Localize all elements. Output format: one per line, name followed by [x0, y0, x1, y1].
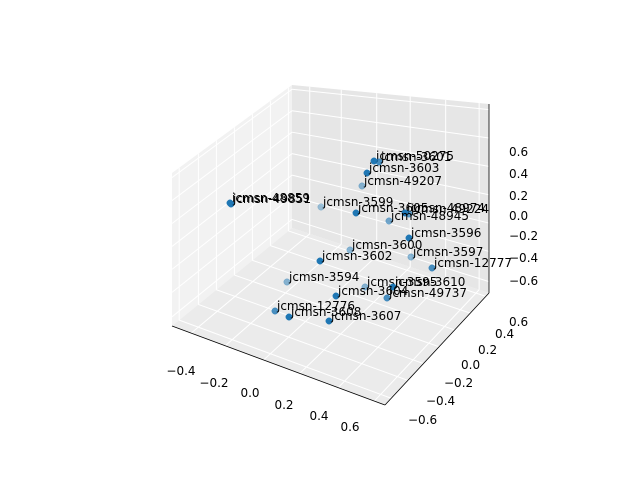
data-points: jcmsn-50275jcmsn-3601jcmsn-3603jcmsn-492… [226, 149, 512, 325]
point-label: jcmsn-3610 [394, 275, 465, 289]
grid-y-floor-1 [198, 303, 409, 381]
data-point [385, 217, 393, 225]
x-tick-label-1: −0.2 [199, 376, 228, 390]
point-label: jcmsn-3607 [330, 309, 401, 323]
data-point [352, 209, 360, 217]
data-point [346, 246, 354, 254]
y-tick-label-3: 0.0 [461, 358, 480, 372]
z-tick-label-0: −0.6 [509, 274, 538, 288]
x-axis-line [171, 325, 386, 406]
x-tick-label-4: 0.4 [309, 409, 328, 423]
y-tick-label-6: 0.6 [509, 315, 528, 329]
data-point [227, 200, 235, 208]
grid-z-right-2 [291, 174, 490, 224]
point-label: jcmsn-3604 [337, 284, 408, 298]
grid-z-left-2 [171, 174, 293, 270]
grid-x-floor-5 [373, 289, 480, 402]
z-tick-label-2: −0.2 [509, 229, 538, 243]
point-label: jcmsn-3608 [290, 305, 361, 319]
grid-y-floor-0 [179, 319, 392, 399]
point-label: jcmsn-3594 [288, 270, 359, 284]
point-label: jcmsn-49737 [388, 286, 467, 300]
y-axis-line [384, 292, 490, 406]
data-point [363, 169, 371, 177]
axes-ticks: −0.4−0.20.00.20.40.6 −0.6−0.4−0.20.00.20.… [166, 145, 538, 434]
point-label: jcmsn-49224 [410, 202, 489, 216]
y-tick-label-0: −0.6 [408, 413, 437, 427]
grid-y-floor-5 [270, 245, 471, 314]
data-point [405, 210, 413, 218]
x-tick-label-2: 0.0 [240, 386, 259, 400]
data-point [407, 253, 415, 261]
x-tick-label-0: −0.4 [166, 364, 195, 378]
grid-z-right-4 [291, 131, 490, 167]
z-tick-label-1: −0.4 [509, 251, 538, 265]
data-point [317, 203, 325, 211]
grid-x-floor-4 [337, 278, 447, 388]
point-label: jcmsn-3600 [351, 238, 422, 252]
grid-z-left-3 [171, 153, 293, 247]
point-label: jcmsn-3595 [366, 275, 437, 289]
grid-y-floor-2 [216, 289, 424, 365]
z-tick-label-5: 0.4 [509, 167, 528, 181]
z-tick-label-3: 0.0 [509, 209, 528, 223]
grid-y-floor-4 [252, 259, 455, 331]
data-point [283, 278, 291, 286]
grid-z-right-5 [291, 110, 490, 139]
x-tick-label-3: 0.2 [274, 398, 293, 412]
grid-z-left-1 [171, 196, 293, 293]
point-label: jcmsn-3597 [412, 245, 483, 259]
point-label: jcmsn-48859 [231, 191, 310, 205]
grid-z-right-0 [291, 218, 490, 283]
grid-z-left-5 [171, 110, 293, 201]
grid-x-floor-0 [190, 233, 311, 334]
point-label: jcmsn-3603 [368, 161, 439, 175]
z-tick-label-4: 0.2 [509, 189, 528, 203]
data-point [389, 283, 397, 291]
data-point [358, 182, 366, 190]
pane-floor [172, 228, 489, 405]
grid-y-floor-6 [288, 230, 487, 297]
point-label: jcmsn-12777 [433, 256, 512, 270]
grid-x-floor-2 [263, 255, 378, 361]
point-label: jcmsn-49851 [232, 192, 311, 206]
data-point [332, 292, 340, 300]
y-tick-label-5: 0.4 [495, 327, 514, 341]
data-point [325, 317, 333, 325]
data-point [375, 158, 383, 166]
point-label: jcmsn-3602 [321, 249, 392, 263]
y-tick-label-2: −0.2 [444, 376, 473, 390]
grid-y-floor-3 [234, 274, 440, 348]
point-label: jcmsn-3601 [380, 150, 451, 164]
grid-z-left-0 [171, 219, 293, 318]
data-point [428, 264, 436, 272]
grid-z-left-4 [171, 131, 293, 224]
data-point [271, 307, 279, 315]
z-tick-label-6: 0.6 [509, 145, 528, 159]
grid-z-left-6 [171, 88, 293, 178]
data-point [316, 257, 324, 265]
y-tick-label-1: −0.4 [426, 394, 455, 408]
data-point [405, 234, 413, 242]
y-tick-label-4: 0.2 [478, 343, 497, 357]
point-label: jcmsn-3596 [410, 226, 481, 240]
point-label: jcmsn-3599 [322, 195, 393, 209]
grid-z-right-6 [291, 88, 490, 111]
data-point [383, 294, 391, 302]
point-label: jcmsn-49207 [363, 174, 442, 188]
data-point [285, 313, 293, 321]
point-label: jcmsn-48974 [406, 201, 485, 215]
point-label: jcmsn-48945 [390, 209, 469, 223]
x-tick-label-5: 0.6 [340, 420, 359, 434]
data-point [361, 283, 369, 291]
grid-z-right-3 [291, 153, 490, 196]
point-label: jcmsn-12776 [276, 299, 355, 313]
point-label: jcmsn-50275 [375, 149, 454, 163]
axes-lines [171, 104, 490, 406]
